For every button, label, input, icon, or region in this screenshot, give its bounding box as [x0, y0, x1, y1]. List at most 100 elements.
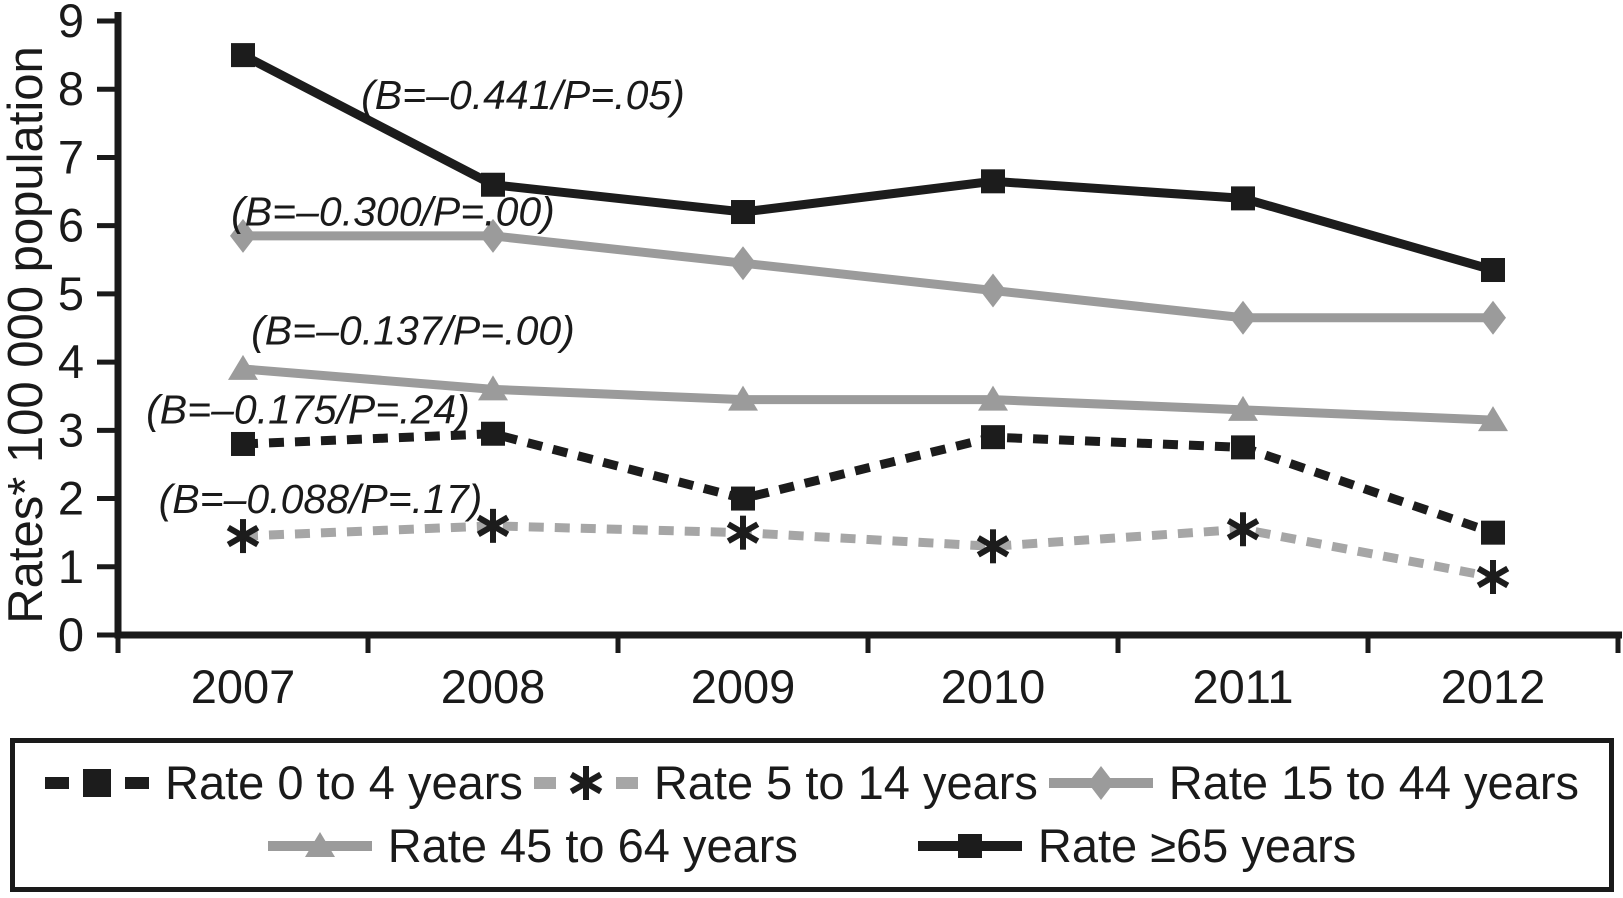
x-tick-label: 2008 [441, 660, 546, 713]
legend-sample-solid-square-icon [917, 833, 1022, 858]
data-point-marker-triangle [478, 375, 508, 401]
legend-sample-solid-diamond-icon [1048, 765, 1153, 800]
series-rate-0-to-4-years [231, 421, 1505, 545]
y-tick-label: 8 [58, 62, 84, 115]
data-point-marker-triangle [1228, 395, 1258, 421]
legend-label: Rate ≥65 years [1037, 819, 1357, 872]
data-point-marker-square [957, 833, 982, 858]
legend-row-1: Rate 0 to 4 years Rate 5 to 14 years Rat… [45, 755, 1579, 810]
data-point-marker-square [231, 431, 255, 456]
asterisk-stroke [1476, 565, 1510, 589]
data-point-marker-asterisk [1476, 560, 1510, 595]
data-point-marker-asterisk [569, 765, 603, 800]
x-tick-label: 2010 [941, 660, 1046, 713]
y-tick-label: 2 [58, 472, 84, 525]
data-point-marker-square [1481, 258, 1505, 283]
data-point-marker-square [731, 486, 755, 511]
data-point-marker-square [231, 43, 255, 68]
legend-label: Rate 45 to 64 years [387, 819, 798, 872]
regression-annotation: (B=–0.088/P=.17) [159, 476, 483, 522]
y-tick-label: 7 [58, 130, 84, 183]
regression-annotation: (B=–0.175/P=.24) [146, 387, 470, 433]
legend-item-rate-45-64: Rate 45 to 64 years [267, 818, 798, 873]
sample-square [83, 768, 111, 797]
y-axis-ticks: 0 1 2 3 4 5 6 7 8 9 [58, 0, 118, 661]
data-point-marker-asterisk [1226, 512, 1260, 547]
data-point-marker-triangle [228, 354, 258, 380]
asterisk-stroke [726, 521, 760, 544]
series-rate-5-to-14-years [226, 508, 1510, 595]
y-tick-label: 3 [58, 403, 84, 456]
data-point-marker-diamond [980, 273, 1006, 308]
data-point-marker-triangle [978, 385, 1008, 411]
data-point-marker-diamond [1230, 300, 1256, 335]
data-point-marker-asterisk [976, 529, 1010, 564]
asterisk-stroke [569, 771, 603, 794]
series-line-rate-0-to-4-years [242, 429, 1495, 537]
x-axis-ticks: 2007 2008 2009 2010 2011 2012 [115, 635, 1621, 713]
asterisk-stroke [1226, 518, 1260, 541]
y-tick-label: 6 [58, 199, 84, 252]
x-tick-label: 2012 [1441, 660, 1546, 713]
chart-legend: Rate 0 to 4 years Rate 5 to 14 years Rat… [10, 738, 1614, 892]
legend-item-rate-65-plus: Rate ≥65 years [917, 818, 1357, 873]
series-rate-45-to-64-years [228, 354, 1508, 432]
data-point-marker-square [1231, 186, 1255, 211]
legend-sample-solid-triangle-icon [267, 831, 372, 857]
regression-annotation: (B=–0.441/P=.05) [361, 72, 685, 118]
regression-annotation: (B=–0.137/P=.00) [251, 307, 575, 353]
x-tick-label: 2007 [191, 660, 296, 713]
series-line-rate-5-to-14-years [242, 521, 1494, 582]
legend-sample-dashed-square-icon [45, 768, 149, 797]
data-point-marker-square [981, 425, 1005, 450]
sample-dash [533, 776, 556, 789]
line-chart: 0 1 2 3 4 5 6 7 8 9 2007 2008 2009 2010 2011 2012 Rates*… [0, 0, 1622, 713]
series-line-rate-65-years [240, 51, 1495, 275]
data-point-marker-asterisk [726, 515, 760, 550]
asterisk-stroke [976, 535, 1010, 558]
legend-item-rate-15-44: Rate 15 to 44 years [1048, 755, 1579, 810]
data-point-marker-diamond [230, 218, 256, 253]
regression-annotations: (B=–0.441/P=.05) (B=–0.300/P=.00) (B=–0.13… [146, 72, 685, 522]
data-point-marker-asterisk [476, 508, 510, 543]
data-point-marker-square [1481, 520, 1505, 545]
series-rate-65-years [231, 43, 1505, 283]
data-point-marker-triangle [1478, 406, 1508, 432]
legend-label: Rate 15 to 44 years [1168, 756, 1579, 809]
legend-item-rate-0-4: Rate 0 to 4 years [45, 755, 523, 810]
data-point-marker-triangle [304, 831, 335, 857]
data-point-marker-diamond [480, 218, 506, 253]
legend-label: Rate 0 to 4 years [165, 756, 523, 809]
data-point-marker-square [731, 200, 755, 225]
asterisk-stroke [476, 514, 510, 537]
y-tick-label: 5 [58, 267, 84, 320]
series-rate-15-to-44-years [230, 218, 1506, 335]
y-tick-label: 0 [58, 608, 84, 661]
y-axis-title: Rates* 100 000 population [0, 46, 53, 624]
x-tick-label: 2011 [1192, 660, 1293, 713]
legend-sample-dashed-asterisk-icon [533, 765, 638, 800]
data-point-marker-square [981, 169, 1005, 194]
data-point-marker-diamond [730, 246, 756, 281]
legend-label: Rate 5 to 14 years [653, 756, 1038, 809]
y-tick-label: 1 [58, 540, 84, 593]
asterisk-stroke [226, 524, 260, 548]
data-point-marker-asterisk [226, 519, 260, 554]
legend-row-2: Rate 45 to 64 years Rate ≥65 years [45, 818, 1579, 873]
data-point-marker-square [1231, 435, 1255, 460]
data-point-marker-diamond [1480, 300, 1506, 335]
series-line-rate-45-to-64-years [242, 364, 1494, 425]
sample-dash [45, 776, 69, 789]
series-line-rate-15-to-44-years [243, 231, 1493, 323]
legend-item-rate-5-14: Rate 5 to 14 years [533, 755, 1038, 810]
data-point-marker-diamond [1087, 765, 1114, 800]
regression-annotation: (B=–0.300/P=.00) [231, 189, 555, 235]
sample-dash [615, 776, 638, 789]
data-point-marker-square [481, 172, 505, 197]
sample-dash [125, 776, 149, 789]
x-tick-label: 2009 [691, 660, 796, 713]
y-tick-label: 4 [58, 335, 84, 388]
data-point-marker-triangle [728, 385, 758, 411]
data-point-marker-square [481, 421, 505, 446]
